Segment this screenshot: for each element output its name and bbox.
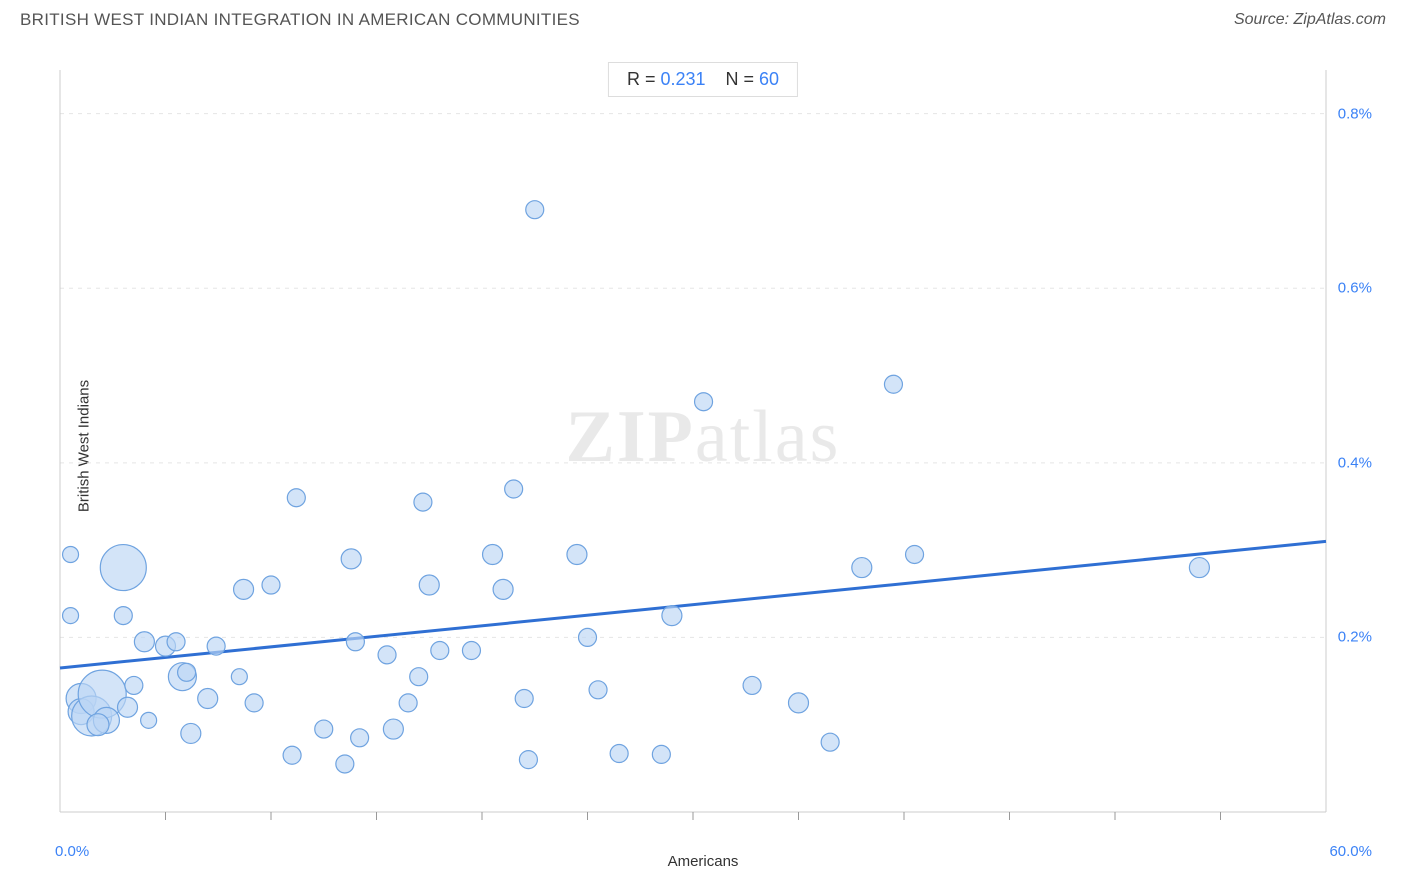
x-axis-label: Americans bbox=[668, 853, 739, 870]
x-min-label: 0.0% bbox=[55, 843, 89, 860]
chart-title: BRITISH WEST INDIAN INTEGRATION IN AMERI… bbox=[20, 10, 580, 30]
scatter-plot bbox=[55, 60, 1376, 832]
y-tick-label: 0.6% bbox=[1338, 280, 1372, 297]
x-max-label: 60.0% bbox=[1329, 843, 1372, 860]
source-attribution: Source: ZipAtlas.com bbox=[1234, 11, 1386, 29]
chart-area: 0.2%0.4%0.6%0.8%0.0%60.0% bbox=[55, 60, 1376, 832]
r-value: 0.231 bbox=[660, 69, 705, 89]
stats-panel: R = 0.231 N = 60 bbox=[608, 62, 798, 97]
y-tick-label: 0.4% bbox=[1338, 454, 1372, 471]
r-label: R = bbox=[627, 69, 661, 89]
y-tick-label: 0.8% bbox=[1338, 105, 1372, 122]
n-label: N = bbox=[726, 69, 760, 89]
y-tick-label: 0.2% bbox=[1338, 629, 1372, 646]
n-value: 60 bbox=[759, 69, 779, 89]
